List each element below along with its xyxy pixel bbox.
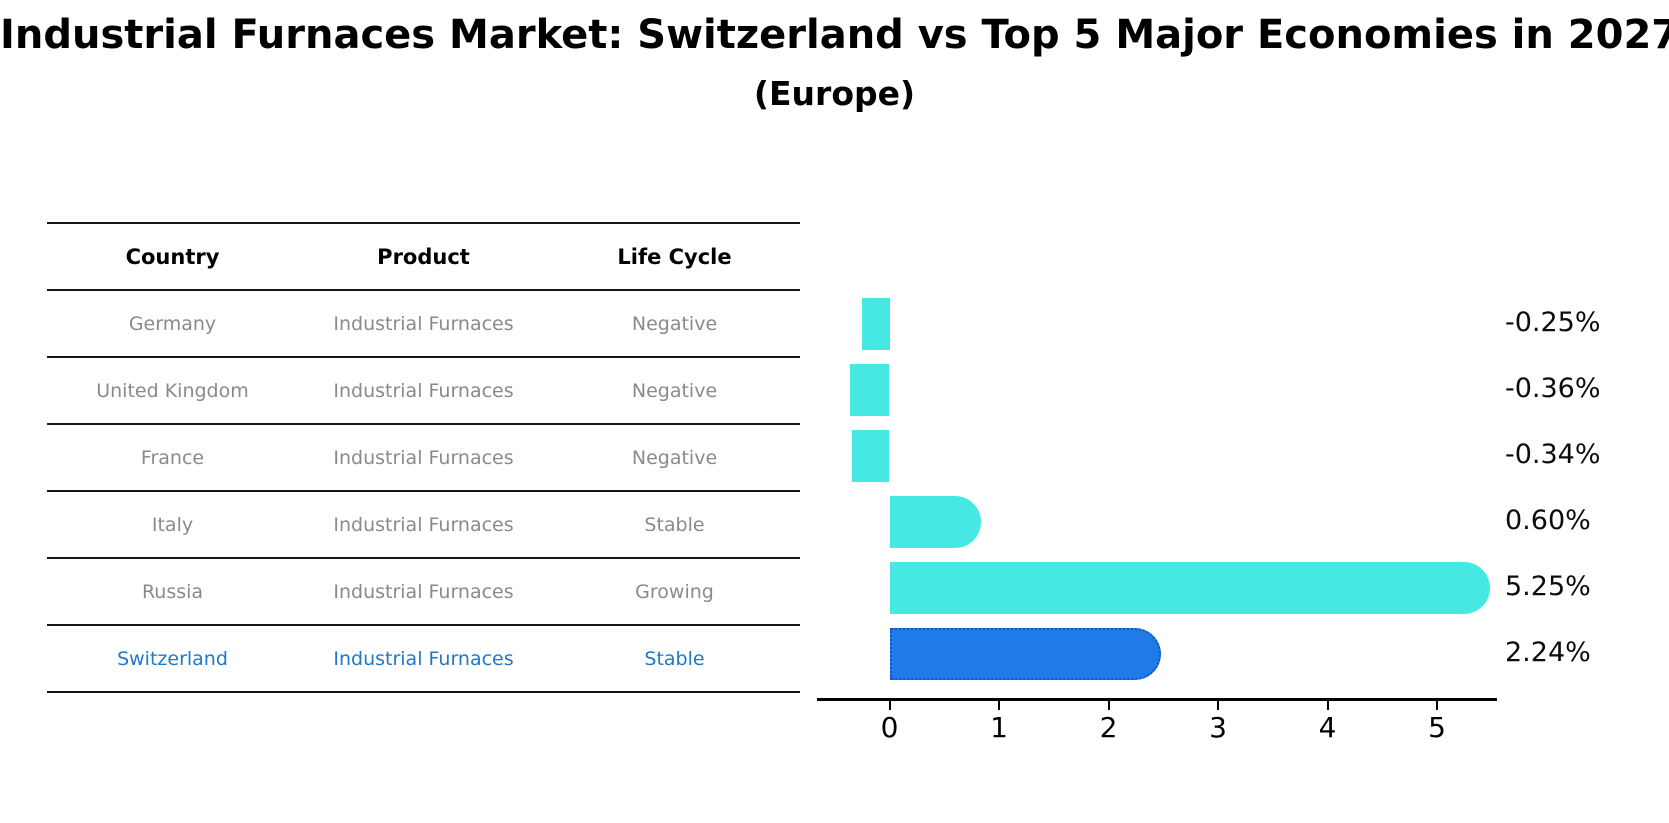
cell-country: United Kingdom [96, 379, 249, 402]
x-axis-tick-label: 2 [1099, 711, 1118, 744]
bar-value-label: -0.36% [1505, 373, 1601, 404]
bar-value-label: 5.25% [1505, 571, 1591, 602]
cell-country: Germany [128, 312, 217, 335]
table-row-switzerland: Switzerland Industrial Furnaces Stable [47, 624, 800, 691]
chart-bar-france [852, 430, 890, 482]
cell-product: Industrial Furnaces [333, 647, 514, 670]
country-table: Country Product Life Cycle Germany Indus… [47, 222, 800, 693]
cell-country: Switzerland [117, 647, 228, 670]
table-row: Germany Industrial Furnaces Negative [47, 289, 800, 356]
cell-life-cycle: Growing [635, 580, 714, 603]
cell-life-cycle: Negative [631, 379, 718, 402]
chart-bar-russia [889, 562, 1491, 614]
x-axis-tick-label: 1 [990, 711, 1008, 744]
chart-bar-germany [862, 298, 890, 350]
cell-product: Industrial Furnaces [333, 379, 514, 402]
bar-value-label: 0.60% [1505, 505, 1591, 536]
x-axis-line [817, 698, 1497, 701]
table-header-row: Country Product Life Cycle [47, 222, 800, 289]
cell-life-cycle: Stable [644, 647, 705, 670]
cell-life-cycle: Stable [644, 513, 705, 536]
table-row: United Kingdom Industrial Furnaces Negat… [47, 356, 800, 423]
x-axis-tick-label: 0 [880, 711, 899, 744]
x-axis-tick-label: 5 [1428, 711, 1446, 744]
column-header-product: Product [377, 244, 470, 269]
page-subtitle: (Europe) [753, 74, 916, 113]
bar-value-label: -0.25% [1505, 307, 1601, 338]
x-axis-tick-label: 3 [1209, 711, 1227, 744]
chart-bar-italy [889, 496, 982, 548]
x-axis-tick [888, 701, 891, 710]
table-row: Russia Industrial Furnaces Growing [47, 557, 800, 624]
cell-life-cycle: Negative [631, 446, 718, 469]
cell-country: Russia [141, 580, 204, 603]
cell-country: France [140, 446, 205, 469]
x-axis-tick-label: 4 [1318, 711, 1337, 744]
cell-product: Industrial Furnaces [333, 580, 514, 603]
cell-country: Italy [151, 513, 194, 536]
cell-product: Industrial Furnaces [333, 312, 514, 335]
chart-bar-switzerland [889, 628, 1161, 680]
bar-value-label: 2.24% [1505, 637, 1591, 668]
cell-life-cycle: Negative [631, 312, 718, 335]
x-axis-tick [1107, 701, 1110, 710]
cell-product: Industrial Furnaces [333, 446, 514, 469]
column-header-country: Country [125, 244, 220, 269]
page-title: Industrial Furnaces Market: Switzerland … [0, 12, 1669, 58]
x-axis-tick [1436, 701, 1438, 710]
x-axis-tick [1217, 701, 1219, 710]
column-header-life-cycle: Life Cycle [617, 244, 732, 269]
chart-bar-united-kingdom [850, 364, 890, 416]
bar-value-label: -0.34% [1505, 439, 1601, 470]
table-row: Italy Industrial Furnaces Stable [47, 490, 800, 557]
cell-product: Industrial Furnaces [333, 513, 514, 536]
x-axis-tick [1326, 701, 1329, 710]
table-row: France Industrial Furnaces Negative [47, 423, 800, 490]
x-axis-tick [998, 701, 1000, 710]
